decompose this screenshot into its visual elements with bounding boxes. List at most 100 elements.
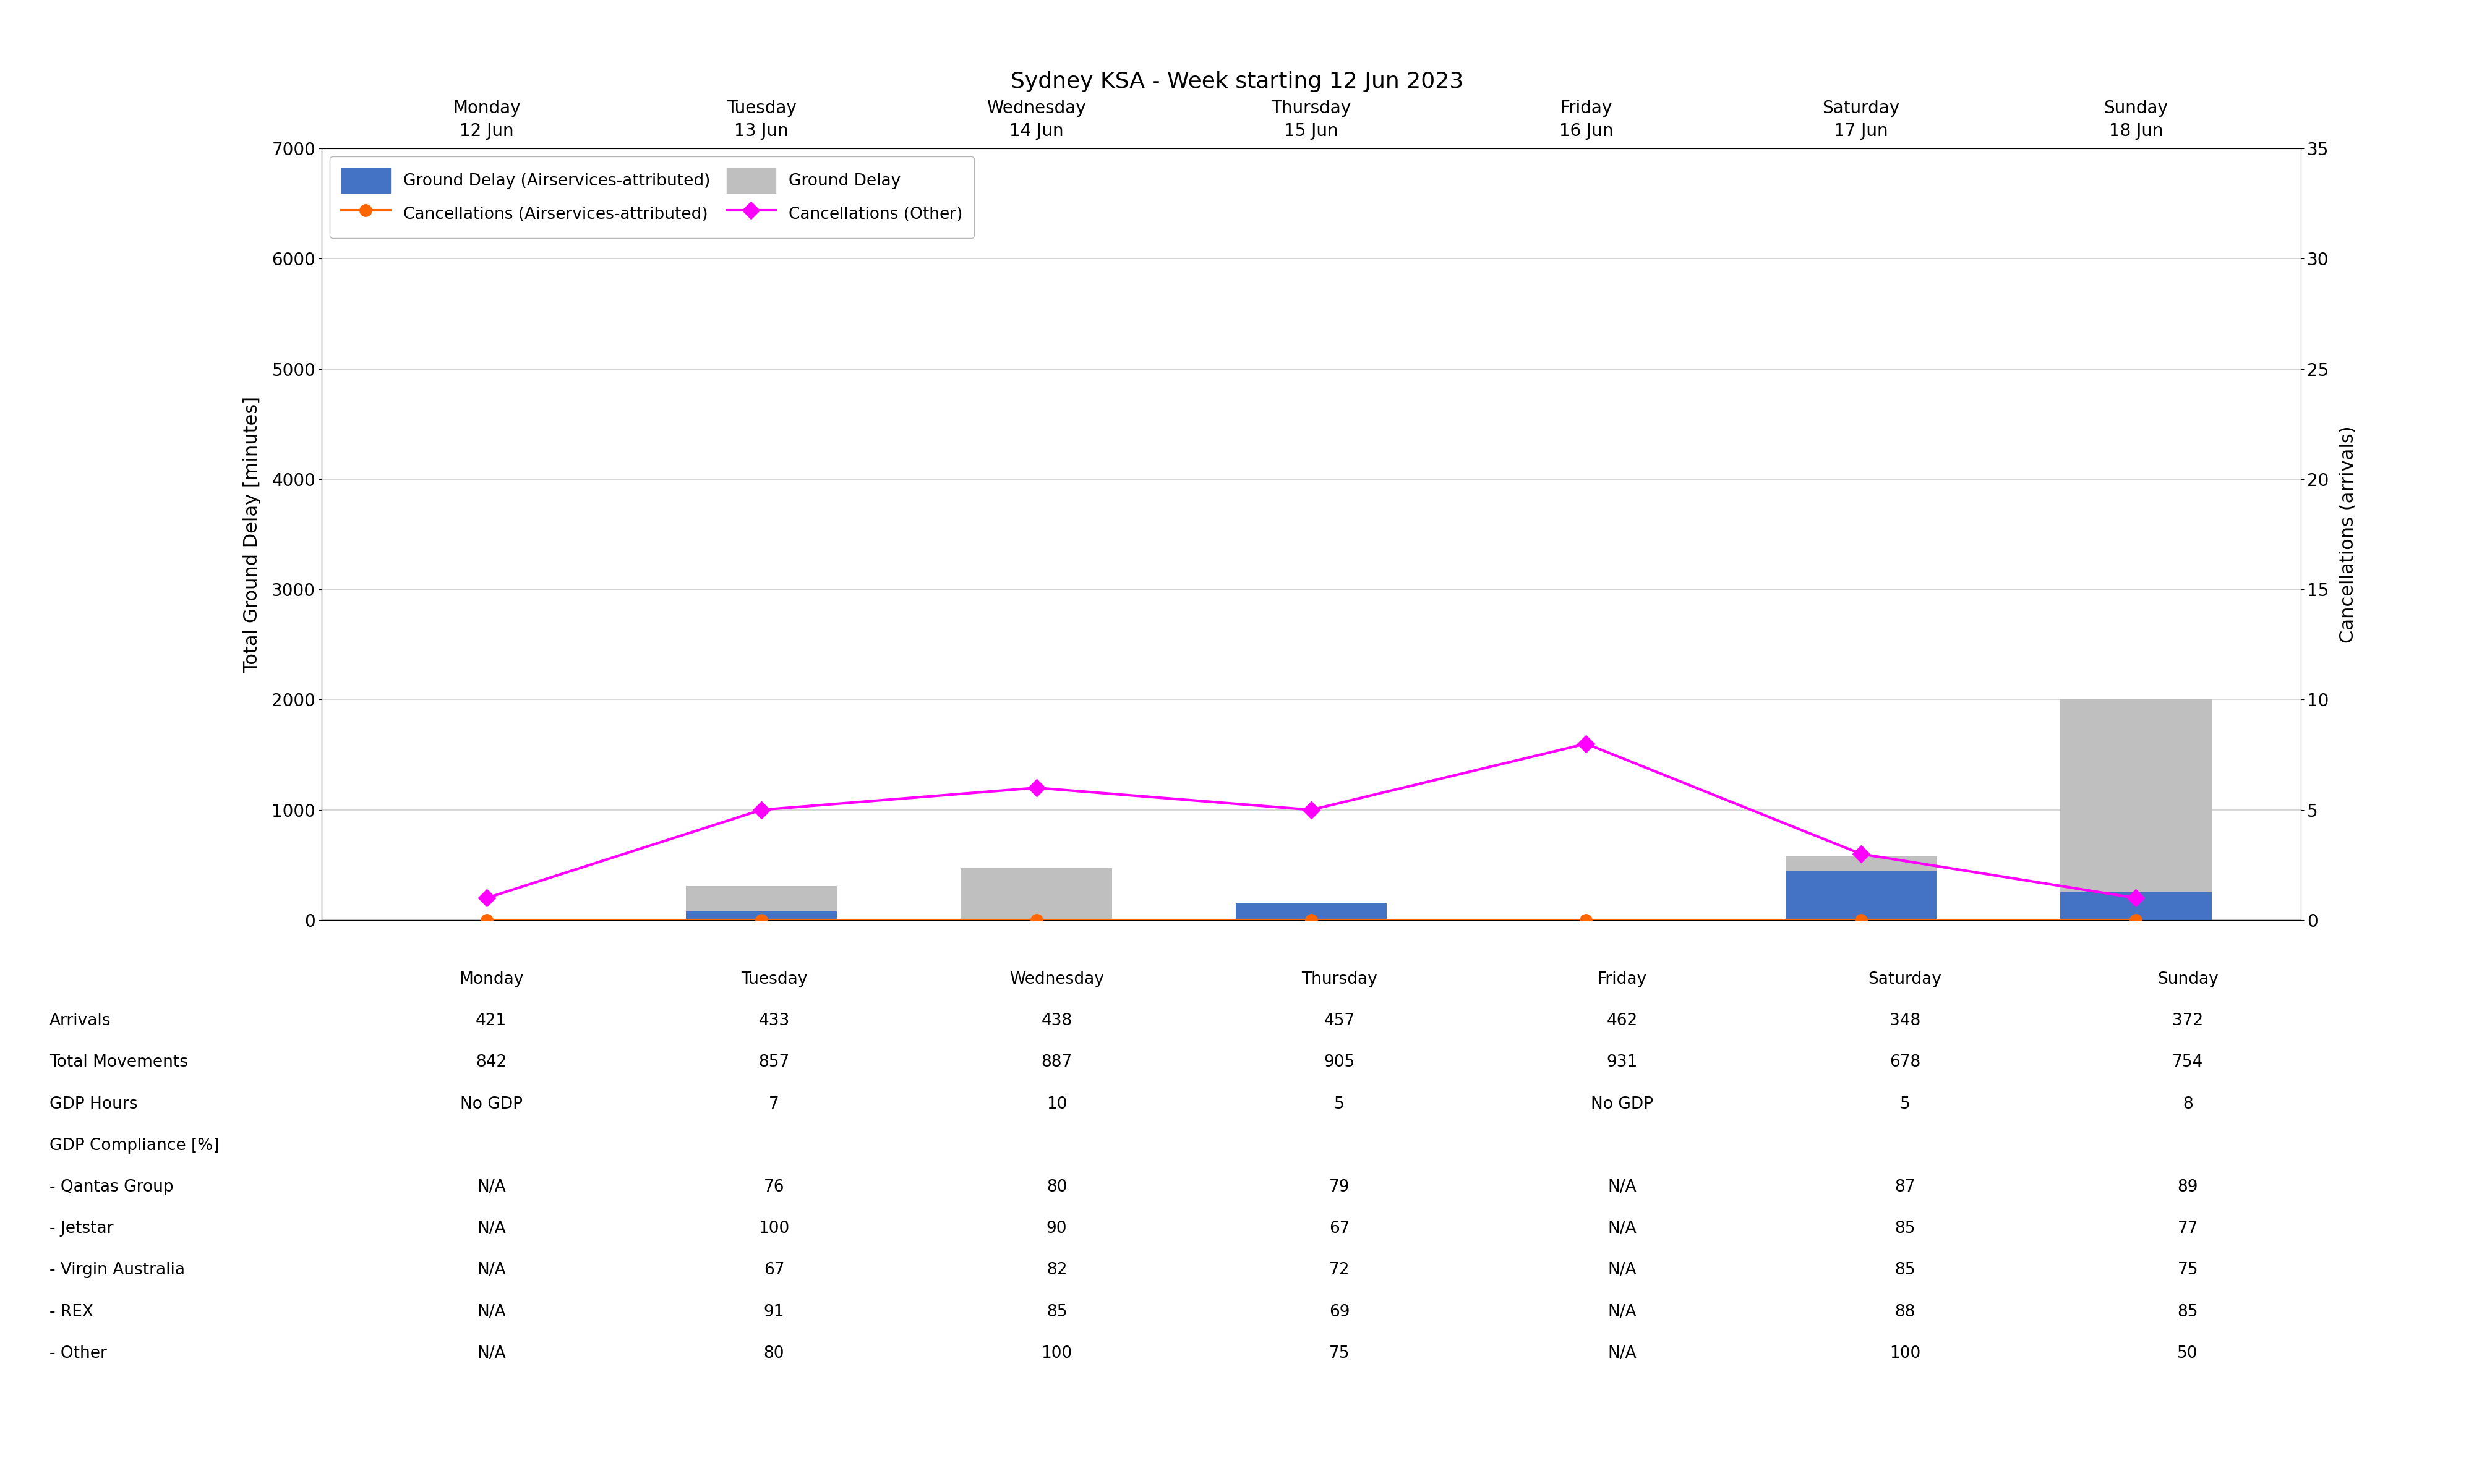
Text: 5: 5 — [1333, 1097, 1346, 1112]
Line: Cancellations (Airservices-attributed): Cancellations (Airservices-attributed) — [480, 914, 2142, 926]
Cancellations (Airservices-attributed) — [2120, 911, 2150, 929]
Text: 462: 462 — [1606, 1014, 1638, 1028]
Text: Wednesday: Wednesday — [1009, 972, 1103, 987]
Text: Friday: Friday — [1598, 972, 1648, 987]
Cancellations (Other) — [1296, 801, 1326, 819]
Text: GDP Compliance [%]: GDP Compliance [%] — [49, 1138, 220, 1153]
Text: 857: 857 — [760, 1055, 789, 1070]
Y-axis label: Cancellations (arrivals): Cancellations (arrivals) — [2338, 426, 2358, 643]
Text: 76: 76 — [764, 1180, 784, 1195]
Text: N/A: N/A — [1608, 1346, 1638, 1361]
Cancellations (Airservices-attributed) — [1296, 911, 1326, 929]
Text: Tuesday: Tuesday — [740, 972, 807, 987]
Cancellations (Other) — [473, 889, 502, 907]
Bar — [685, 886, 836, 911]
Bar — [1235, 904, 1388, 920]
Text: 457: 457 — [1324, 1014, 1356, 1028]
Text: 72: 72 — [1329, 1263, 1351, 1278]
Text: 372: 372 — [2172, 1014, 2204, 1028]
Text: 75: 75 — [1329, 1346, 1351, 1361]
Text: - Other: - Other — [49, 1346, 106, 1361]
Cancellations (Airservices-attributed) — [1846, 911, 1875, 929]
Cancellations (Other) — [1846, 844, 1875, 862]
Text: N/A: N/A — [1608, 1221, 1638, 1236]
Text: N/A: N/A — [1608, 1180, 1638, 1195]
Text: 678: 678 — [1890, 1055, 1920, 1070]
Text: 7: 7 — [769, 1097, 779, 1112]
Cancellations (Other) — [1571, 735, 1601, 752]
Text: 79: 79 — [1329, 1180, 1351, 1195]
Text: - REX: - REX — [49, 1304, 94, 1319]
Text: N/A: N/A — [1608, 1263, 1638, 1278]
Text: - Qantas Group: - Qantas Group — [49, 1180, 173, 1195]
Text: 50: 50 — [2177, 1346, 2197, 1361]
Text: 67: 67 — [764, 1263, 784, 1278]
Text: 89: 89 — [2177, 1180, 2197, 1195]
Text: 82: 82 — [1047, 1263, 1066, 1278]
Text: No GDP: No GDP — [1591, 1097, 1653, 1112]
Text: 754: 754 — [2172, 1055, 2204, 1070]
Text: 75: 75 — [2177, 1263, 2197, 1278]
Text: 85: 85 — [1895, 1221, 1915, 1236]
Bar — [1786, 871, 1937, 920]
Text: 85: 85 — [2177, 1304, 2197, 1319]
Y-axis label: Total Ground Delay [minutes]: Total Ground Delay [minutes] — [242, 396, 262, 672]
Text: N/A: N/A — [477, 1346, 505, 1361]
Text: 421: 421 — [475, 1014, 507, 1028]
Text: Thursday: Thursday — [1301, 972, 1378, 987]
Text: 80: 80 — [764, 1346, 784, 1361]
Text: 887: 887 — [1042, 1055, 1071, 1070]
Text: 100: 100 — [1890, 1346, 1920, 1361]
Text: Arrivals: Arrivals — [49, 1014, 111, 1028]
Cancellations (Airservices-attributed) — [1022, 911, 1051, 929]
Text: 90: 90 — [1047, 1221, 1066, 1236]
Text: 8: 8 — [2182, 1097, 2192, 1112]
Text: 5: 5 — [1900, 1097, 1910, 1112]
Text: - Jetstar: - Jetstar — [49, 1221, 114, 1236]
Text: Total Movements: Total Movements — [49, 1055, 188, 1070]
Text: N/A: N/A — [1608, 1304, 1638, 1319]
Text: N/A: N/A — [477, 1304, 505, 1319]
Text: Sydney KSA - Week starting 12 Jun 2023: Sydney KSA - Week starting 12 Jun 2023 — [1009, 71, 1465, 92]
Text: Monday: Monday — [460, 972, 524, 987]
Text: 842: 842 — [475, 1055, 507, 1070]
Text: 100: 100 — [760, 1221, 789, 1236]
Cancellations (Other) — [747, 801, 777, 819]
Text: N/A: N/A — [477, 1180, 505, 1195]
Text: No GDP: No GDP — [460, 1097, 522, 1112]
Text: 69: 69 — [1329, 1304, 1351, 1319]
Text: Saturday: Saturday — [1868, 972, 1942, 987]
Cancellations (Other) — [2120, 889, 2150, 907]
Text: GDP Hours: GDP Hours — [49, 1097, 139, 1112]
Text: 100: 100 — [1042, 1346, 1071, 1361]
Bar — [685, 911, 836, 920]
Text: 77: 77 — [2177, 1221, 2197, 1236]
Text: 348: 348 — [1890, 1014, 1920, 1028]
Bar — [2061, 892, 2212, 920]
Text: 433: 433 — [760, 1014, 789, 1028]
Text: - Virgin Australia: - Virgin Australia — [49, 1263, 186, 1278]
Text: 87: 87 — [1895, 1180, 1915, 1195]
Text: 438: 438 — [1042, 1014, 1071, 1028]
Text: 10: 10 — [1047, 1097, 1066, 1112]
Text: 91: 91 — [764, 1304, 784, 1319]
Text: 85: 85 — [1895, 1263, 1915, 1278]
Bar — [960, 868, 1111, 920]
Bar — [1786, 856, 1937, 871]
Text: N/A: N/A — [477, 1263, 505, 1278]
Cancellations (Airservices-attributed) — [747, 911, 777, 929]
Bar — [2061, 699, 2212, 892]
Text: 85: 85 — [1047, 1304, 1066, 1319]
Text: 80: 80 — [1047, 1180, 1066, 1195]
Text: 931: 931 — [1606, 1055, 1638, 1070]
Text: 67: 67 — [1329, 1221, 1351, 1236]
Cancellations (Other) — [1022, 779, 1051, 797]
Cancellations (Airservices-attributed) — [1571, 911, 1601, 929]
Text: 88: 88 — [1895, 1304, 1915, 1319]
Cancellations (Airservices-attributed) — [473, 911, 502, 929]
Text: Sunday: Sunday — [2157, 972, 2219, 987]
Text: 905: 905 — [1324, 1055, 1356, 1070]
Line: Cancellations (Other): Cancellations (Other) — [480, 738, 2142, 904]
Legend: Ground Delay (Airservices-attributed), Cancellations (Airservices-attributed), G: Ground Delay (Airservices-attributed), C… — [329, 156, 975, 237]
Text: N/A: N/A — [477, 1221, 505, 1236]
